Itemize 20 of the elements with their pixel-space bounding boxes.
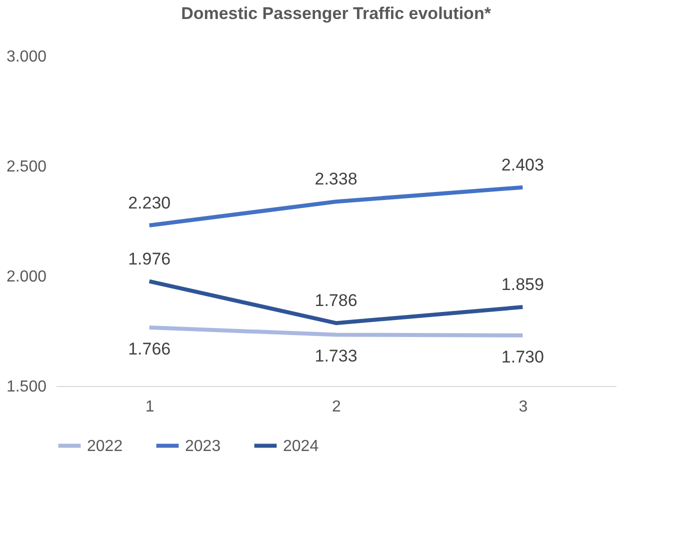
data-label: 1.976 — [128, 249, 171, 268]
x-tick-label: 1 — [145, 398, 154, 416]
data-label: 1.766 — [128, 339, 171, 358]
data-label: 2.403 — [501, 155, 544, 174]
x-tick-label: 3 — [518, 398, 528, 416]
y-tick-label: 1.500 — [6, 378, 47, 396]
legend-label: 2024 — [283, 438, 319, 455]
chart-title: Domestic Passenger Traffic evolution* — [181, 4, 492, 23]
y-tick-label: 3.000 — [6, 48, 47, 66]
y-tick-label: 2.500 — [6, 158, 47, 176]
data-label: 1.730 — [501, 347, 544, 366]
data-label: 1.786 — [314, 291, 358, 310]
legend-label: 2023 — [185, 438, 221, 455]
data-label: 1.859 — [501, 275, 544, 294]
data-label: 1.733 — [314, 346, 358, 366]
data-label: 2.230 — [128, 193, 171, 212]
legend-label: 2022 — [87, 438, 123, 455]
data-label: 2.338 — [314, 170, 358, 189]
y-tick-label: 2.000 — [6, 268, 47, 286]
x-tick-label: 2 — [332, 398, 342, 416]
